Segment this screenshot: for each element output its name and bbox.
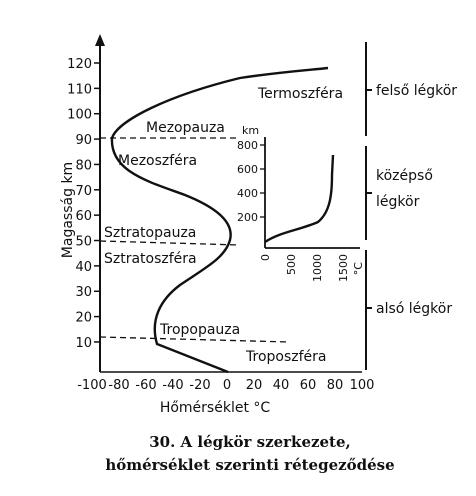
inset-x-tick-labels: 0 500 1000 1500	[259, 254, 350, 282]
label-sztratoszfera: Sztratoszféra	[104, 251, 197, 267]
inset-y-tick-label: 400	[237, 187, 258, 200]
x-tick-label: -100	[77, 378, 107, 393]
x-tick-label: 0	[223, 378, 231, 393]
x-tick-label: 60	[300, 378, 317, 393]
inset-y-tick-marks	[260, 144, 265, 218]
inset-y-unit: km	[242, 124, 259, 137]
x-tick-label: 40	[273, 378, 290, 393]
x-tick-label: 20	[246, 378, 263, 393]
y-tick-label: 20	[75, 311, 92, 326]
x-axis-label: Hőmérséklet °C	[160, 400, 271, 416]
caption-line-2: hőmérséklet szerinti rétegeződése	[105, 456, 394, 474]
inset-x-tick-label: 1500	[337, 254, 350, 282]
inset-x-tick-label: 500	[285, 254, 298, 275]
y-tick-label: 100	[67, 108, 92, 123]
x-tick-label: 80	[327, 378, 344, 393]
label-lower-atmosphere: alsó légkör	[376, 301, 452, 317]
label-middle-atmosphere-2: légkör	[376, 194, 420, 210]
y-tick-label: 40	[75, 260, 92, 275]
label-troposzfera: Troposzféra	[245, 349, 326, 365]
label-middle-atmosphere-1: középső	[376, 168, 433, 184]
y-axis-label: Magasság km	[60, 162, 76, 258]
x-tick-label: -40	[162, 378, 183, 393]
inset-y-tick-label: 800	[237, 139, 258, 152]
layer-brackets: felső légkör középső légkör alsó légkör	[365, 42, 457, 370]
y-tick-label: 110	[67, 82, 92, 97]
label-tropopauza: Tropopauza	[159, 322, 240, 338]
y-tick-label: 120	[67, 57, 92, 72]
y-tick-label: 30	[75, 285, 92, 300]
label-mezoszfera: Mezoszféra	[118, 153, 197, 169]
caption-line-1: 30. A légkör szerkezete,	[149, 433, 351, 451]
label-mezopauza: Mezopauza	[146, 120, 225, 136]
inset-x-unit: °C	[352, 262, 365, 276]
inset-y-tick-label: 200	[237, 211, 258, 224]
y-tick-label: 70	[75, 184, 92, 199]
sztratopauza-line	[99, 240, 241, 246]
label-termoszfera: Termoszféra	[257, 86, 343, 102]
inset-x-tick-label: 1000	[311, 254, 324, 282]
x-tick-label: 100	[350, 378, 375, 393]
label-sztratopauza: Sztratopauza	[104, 225, 196, 241]
inset-y-tick-label: 600	[237, 163, 258, 176]
inset-temperature-curve	[264, 154, 335, 244]
inset-x-tick-label: 0	[259, 254, 272, 261]
x-tick-label: -80	[108, 378, 129, 393]
temperature-curve	[110, 66, 329, 374]
y-axis-arrow	[95, 34, 105, 46]
tropopauza-line	[99, 336, 291, 343]
y-tick-label: 60	[75, 209, 92, 224]
y-tick-labels: 120 110 100 90 80 70 60 50 40 30 20 10	[67, 57, 92, 351]
x-tick-label: -60	[135, 378, 156, 393]
y-tick-label: 90	[75, 133, 92, 148]
y-tick-label: 80	[75, 158, 92, 173]
y-tick-label: 10	[75, 336, 92, 351]
x-tick-label: -20	[189, 378, 210, 393]
label-upper-atmosphere: felső légkör	[376, 83, 457, 99]
y-tick-label: 50	[75, 235, 92, 250]
x-tick-labels: -100 -80 -60 -40 -20 0 20 40 60 80 100	[77, 378, 374, 393]
inset-y-tick-labels: 800 600 400 200	[237, 139, 258, 224]
inset-chart: km 800 600 400 200 0 500 1000 1500 °C	[237, 124, 365, 282]
y-tick-marks	[94, 62, 100, 343]
